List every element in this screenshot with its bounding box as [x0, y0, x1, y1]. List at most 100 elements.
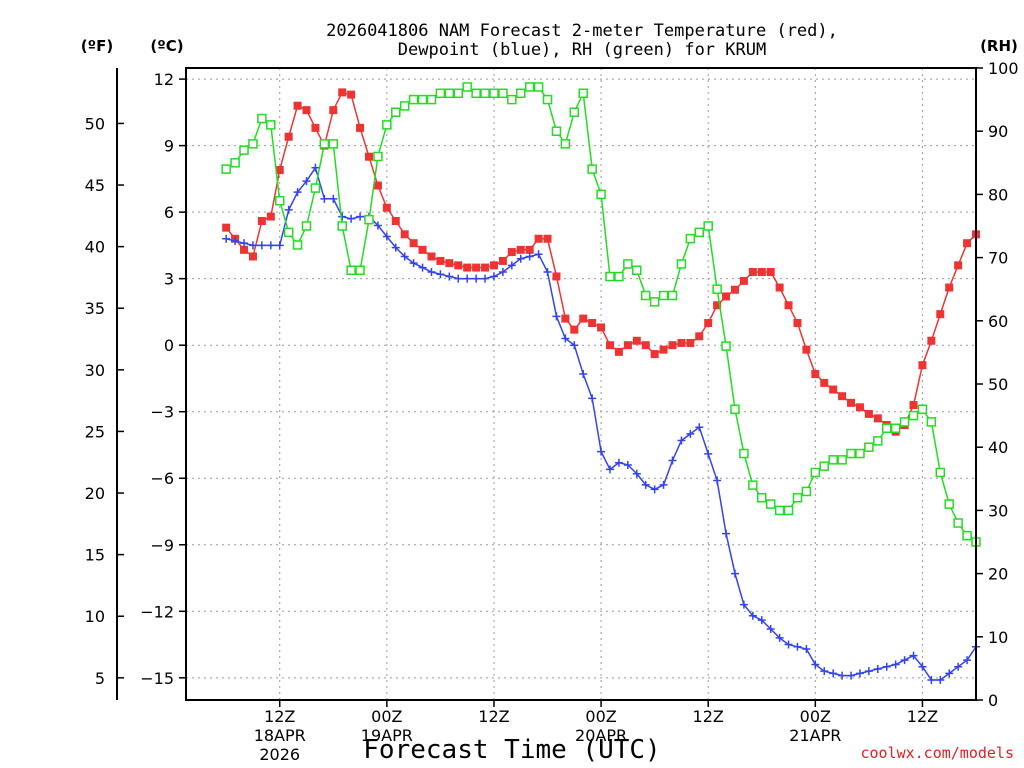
x-axis-title: Forecast Time (UTC) [363, 735, 660, 765]
dewpoint-point [391, 243, 400, 252]
temperature-point [293, 101, 302, 110]
dewpoint-point [588, 394, 597, 403]
dewpoint-point [704, 449, 713, 458]
rh-point [533, 82, 544, 92]
fahrenheit-tick-label: 20 [85, 484, 105, 503]
rh-point [739, 448, 749, 459]
dewpoint-point [454, 274, 463, 283]
dewpoint-point [864, 667, 873, 676]
rh-tick-label: 0 [988, 691, 998, 710]
dewpoint-point [677, 436, 686, 445]
dewpoint-point [418, 263, 427, 272]
temperature-point [641, 341, 650, 350]
celsius-tick-label: 3 [164, 270, 174, 289]
rh-point [417, 94, 428, 105]
temperature-point [766, 268, 775, 277]
dewpoint-point [784, 640, 793, 649]
temperature-point [552, 272, 561, 281]
dewpoint-point [918, 662, 927, 671]
rh-point [435, 88, 446, 99]
rh-tick-label: 10 [988, 628, 1008, 647]
rh-point [480, 88, 490, 99]
rh-point [346, 265, 356, 275]
rh-point [560, 139, 571, 149]
temperature-point [454, 261, 463, 270]
temperature-point [864, 409, 873, 418]
temperature-point [606, 341, 615, 350]
rh-point [230, 158, 240, 168]
rh-point [792, 493, 803, 503]
temperature-point [498, 256, 507, 265]
temperature-point [659, 345, 668, 354]
rh-point [444, 88, 455, 99]
fahrenheit-tick-label: 45 [85, 176, 105, 195]
rh-point [239, 145, 249, 155]
plot-frame [185, 67, 977, 701]
dewpoint-point [561, 334, 570, 343]
temperature-point [793, 319, 802, 328]
temperature-point [677, 338, 686, 347]
dewpoint-point [347, 214, 356, 223]
temperature-point [775, 283, 784, 292]
temperature-point [811, 370, 820, 379]
rh-point [587, 164, 597, 174]
temperature-point [838, 392, 847, 401]
rh-point [364, 214, 374, 225]
fahrenheit-tick-label: 25 [85, 422, 105, 441]
dewpoint-point [757, 616, 766, 625]
dewpoint-point [311, 163, 320, 172]
dewpoint-point [463, 274, 472, 283]
rh-point [640, 290, 651, 301]
rh-point [391, 107, 401, 117]
dewpoint-point [909, 651, 918, 660]
rh-point [328, 139, 339, 149]
rh-point [801, 486, 812, 497]
dewpoint-point [409, 259, 418, 268]
temperature-point [516, 245, 525, 254]
dewpoint-point [686, 429, 695, 438]
rh-point [712, 284, 722, 294]
time-tick-label: 00Z [585, 707, 616, 726]
dewpoint-point [445, 272, 454, 281]
temperature-point [579, 314, 588, 323]
rh-point [355, 265, 365, 275]
temperature-point [757, 268, 766, 277]
rh-point [685, 233, 696, 244]
rh-point [730, 404, 740, 415]
temperature-point [481, 263, 490, 272]
dewpoint-point [713, 476, 722, 485]
celsius-tick-label: −15 [140, 669, 174, 688]
temperature-point [364, 152, 373, 161]
dewpoint-point [293, 188, 302, 197]
rh-point [694, 227, 705, 238]
rh-point [873, 436, 883, 446]
temperature-point [954, 261, 963, 270]
dewpoint-point [320, 194, 329, 203]
rh-point [649, 297, 660, 307]
rh-point [890, 423, 901, 433]
fahrenheit-axis: 50 45 40 35 30 25 20 15 10 5 [85, 114, 124, 688]
dewpoint-point [579, 370, 588, 379]
dewpoint-point [436, 270, 445, 279]
time-tick-label: 00Z [800, 707, 831, 726]
time-tick-date: 21APR [789, 726, 841, 745]
temperature-point [248, 252, 257, 261]
rh-point [578, 88, 588, 99]
rh-point [408, 94, 419, 105]
temperature-point [597, 323, 606, 332]
rh-tick-label: 60 [988, 312, 1008, 331]
temperature-point [507, 248, 516, 257]
dewpoint-point [329, 194, 338, 203]
dewpoint-point [954, 662, 963, 671]
rh-point [962, 530, 972, 541]
rh-tick-label: 100 [988, 59, 1019, 78]
temperature-point [945, 283, 954, 292]
grid-lines [186, 68, 976, 700]
dewpoint-point [793, 642, 802, 651]
rh-point [828, 455, 838, 465]
rh-point [373, 151, 383, 162]
dewpoint-point [873, 664, 882, 673]
time-tick-label: 12Z [693, 707, 724, 726]
celsius-tick-label: −6 [150, 469, 174, 488]
